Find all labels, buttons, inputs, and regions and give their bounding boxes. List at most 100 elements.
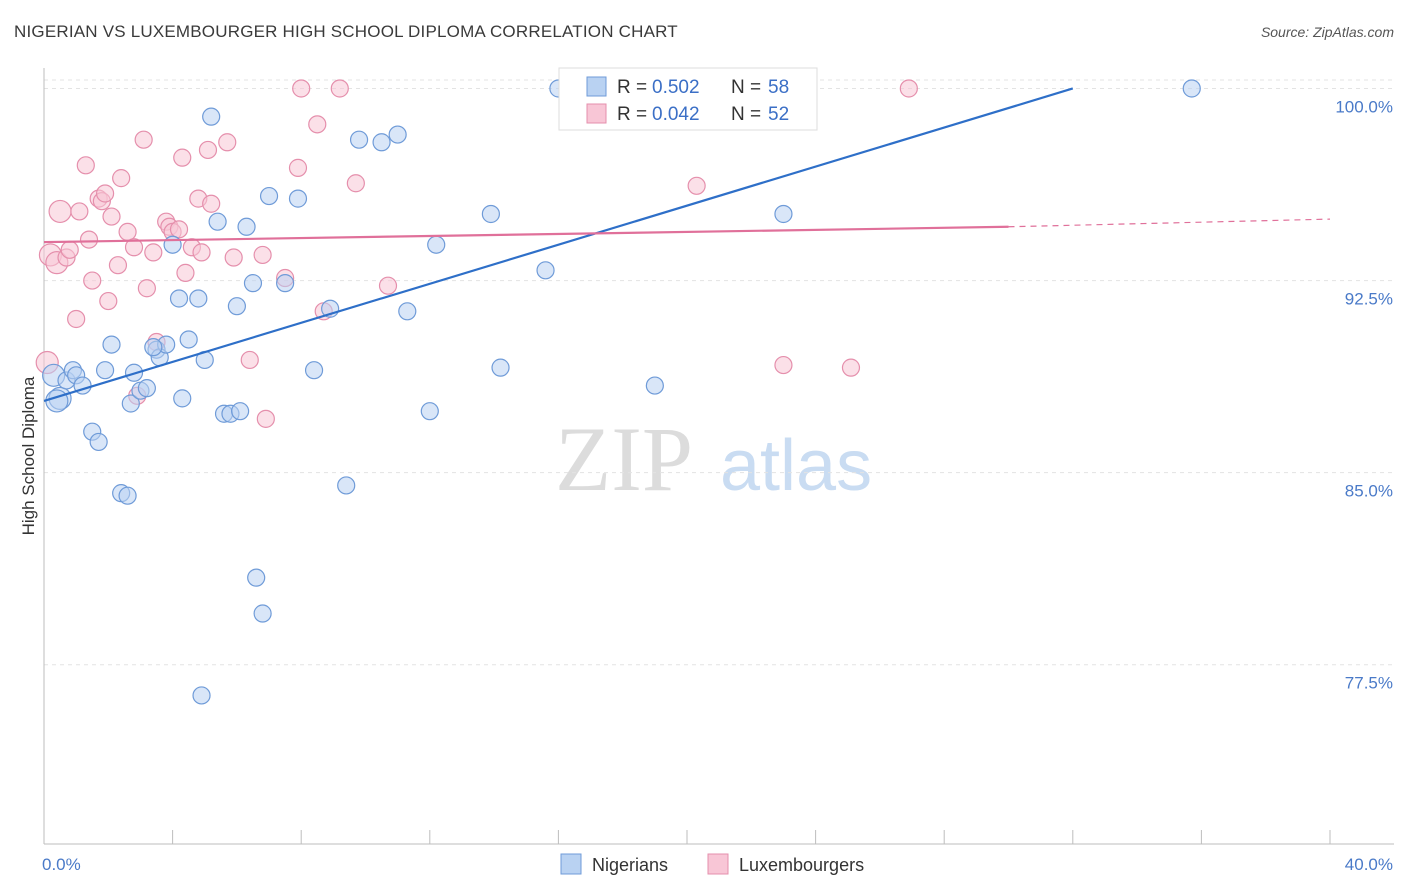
grid-lines xyxy=(44,79,1394,666)
nigerian-point xyxy=(102,335,121,354)
luxembourger-point xyxy=(292,79,311,98)
nigerians-trend-line xyxy=(43,87,1074,402)
luxembourger-point xyxy=(899,79,918,98)
nigerian-point xyxy=(259,186,279,206)
legend-r-value-1: 0.502 xyxy=(652,77,700,98)
legend-n-value-1: 58 xyxy=(768,77,789,98)
nigerian-point xyxy=(121,394,140,413)
x-tick-label-max: 40.0% xyxy=(1345,855,1393,874)
nigerian-point xyxy=(420,402,439,421)
luxembourger-point xyxy=(378,276,398,295)
nigerian-point xyxy=(1182,79,1201,98)
nigerian-point xyxy=(645,376,664,395)
luxembourger-point xyxy=(137,279,156,298)
chart-title: NIGERIAN VS LUXEMBOURGER HIGH SCHOOL DIP… xyxy=(14,22,678,41)
legend-r-label-2: R = xyxy=(617,104,647,125)
nigerian-point xyxy=(192,686,211,705)
nigerian-point xyxy=(189,289,208,308)
watermark-zip: ZIP xyxy=(555,408,693,510)
series-legend: Nigerians Luxembourgers xyxy=(560,853,864,875)
legend-r-label-1: R = xyxy=(617,77,647,98)
nigerian-point xyxy=(163,235,182,254)
legend-swatch-blue xyxy=(586,76,607,97)
luxembourger-point xyxy=(240,350,259,370)
legend-n-label-2: N = xyxy=(731,104,761,125)
luxembourger-point xyxy=(70,202,89,221)
nigerians-points xyxy=(42,79,1201,705)
luxembourger-point xyxy=(99,291,118,311)
luxembourger-point xyxy=(102,207,121,226)
nigerian-point xyxy=(137,379,156,398)
luxembourger-point xyxy=(288,158,308,177)
axes xyxy=(43,68,1394,845)
nigerian-point xyxy=(398,302,417,321)
nigerian-point xyxy=(337,476,356,495)
watermark-atlas: atlas xyxy=(720,426,872,506)
nigerian-point xyxy=(388,125,407,144)
luxembourger-point xyxy=(198,140,218,160)
legend-r-value-2: 0.042 xyxy=(652,104,700,125)
luxembourger-point xyxy=(218,133,237,152)
y-tick-label-1: 85.0% xyxy=(1345,482,1393,501)
nigerian-point xyxy=(774,204,793,224)
luxembourger-point xyxy=(48,199,72,224)
nigerian-point xyxy=(208,212,227,231)
legend-n-value-2: 52 xyxy=(768,104,789,125)
nigerian-point xyxy=(169,289,189,308)
nigerian-point xyxy=(89,432,108,452)
nigerian-point xyxy=(231,402,250,421)
nigerian-point xyxy=(202,107,221,126)
luxembourger-point xyxy=(83,271,102,290)
nigerian-point xyxy=(349,130,369,149)
nigerian-point xyxy=(304,361,324,380)
luxembourger-point xyxy=(169,220,189,239)
nigerian-point xyxy=(536,261,555,280)
luxembourgers-trend-extension xyxy=(1008,218,1331,228)
luxembourger-point xyxy=(67,309,86,329)
luxembourger-point xyxy=(108,256,128,275)
luxembourger-point xyxy=(224,248,243,267)
luxembourger-point xyxy=(124,238,144,257)
nigerian-point xyxy=(427,235,446,254)
x-tick-label-min: 0.0% xyxy=(42,855,81,874)
legend-n-label-1: N = xyxy=(731,77,761,98)
x-tick-marks xyxy=(43,830,1331,844)
nigerian-point xyxy=(179,330,198,349)
series-legend-swatch-nigerians xyxy=(560,853,582,875)
luxembourger-point xyxy=(841,358,861,377)
nigerian-point xyxy=(481,204,500,224)
luxembourger-point xyxy=(118,222,137,242)
trend-lines xyxy=(43,87,1331,402)
nigerian-point xyxy=(372,133,391,152)
series-legend-swatch-luxembourgers xyxy=(707,853,729,875)
y-axis-label: High School Diploma xyxy=(19,376,38,535)
series-legend-nigerians: Nigerians xyxy=(592,855,668,875)
luxembourger-point xyxy=(173,148,192,167)
luxembourger-point xyxy=(95,184,115,203)
luxembourger-point xyxy=(144,243,163,262)
luxembourger-point xyxy=(253,245,272,265)
luxembourger-point xyxy=(687,176,706,195)
luxembourger-point xyxy=(192,243,211,262)
nigerian-point xyxy=(227,297,246,316)
y-tick-label-0: 77.5% xyxy=(1345,674,1393,693)
luxembourger-point xyxy=(330,79,349,98)
source-label: Source: ZipAtlas.com xyxy=(1260,24,1394,40)
luxembourgers-points xyxy=(35,79,918,428)
legend-swatch-pink xyxy=(586,103,607,124)
nigerian-point xyxy=(243,274,263,293)
luxembourger-point xyxy=(202,194,221,213)
nigerian-point xyxy=(288,189,308,208)
y-tick-labels: 77.5% 85.0% 92.5% 100.0% xyxy=(1335,97,1393,692)
nigerian-point xyxy=(276,274,295,293)
luxembourger-point xyxy=(79,230,99,249)
luxembourger-point xyxy=(60,240,79,259)
luxembourger-point xyxy=(134,130,153,149)
series-legend-luxembourgers: Luxembourgers xyxy=(739,855,864,875)
nigerian-point xyxy=(253,604,272,623)
nigerian-point xyxy=(45,389,69,413)
luxembourger-point xyxy=(256,409,275,428)
luxembourger-point xyxy=(76,156,95,175)
luxembourger-point xyxy=(346,174,365,193)
nigerian-point xyxy=(491,358,510,377)
